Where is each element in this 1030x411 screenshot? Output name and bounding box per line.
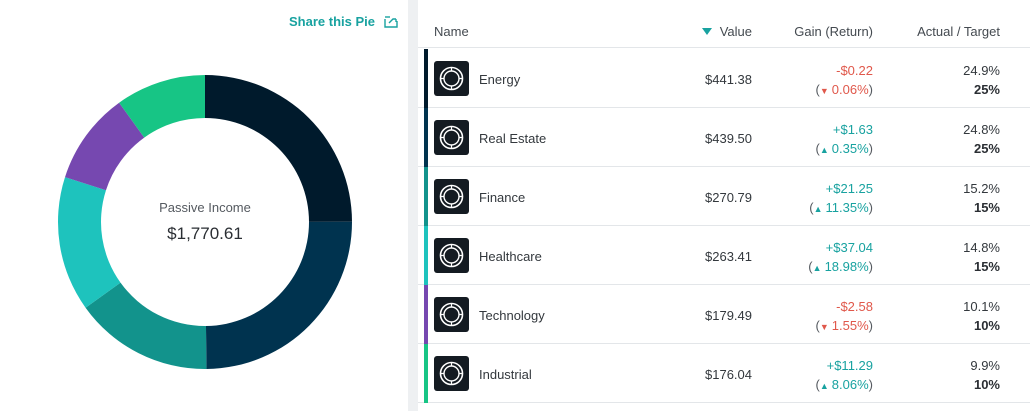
holding-gain: -$0.22 (836, 63, 873, 78)
table-row[interactable]: Technology $179.49 -$2.58 (▼ 1.55%) 10.1% 10% (418, 285, 1030, 344)
holding-name: Energy (479, 72, 521, 87)
holding-name: Real Estate (479, 131, 547, 146)
share-icon (383, 15, 399, 29)
holding-value: $270.79 (705, 190, 752, 205)
up-arrow-icon: ▲ (819, 145, 829, 155)
holding-return: (▲ 11.35%) (809, 200, 873, 215)
holding-return-value: 0.06% (831, 82, 869, 97)
holding-value: $441.38 (705, 72, 752, 87)
row-color-bar (424, 167, 428, 226)
holding-logo-icon (434, 238, 469, 273)
holding-value: $439.50 (705, 131, 752, 146)
holding-actual: 24.8% (963, 122, 1000, 137)
holding-name: Healthcare (479, 249, 542, 264)
table-row[interactable]: Industrial $176.04 +$11.29 (▲ 8.06%) 9.9% 10% (418, 344, 1030, 403)
holding-return-value: 8.06% (831, 377, 869, 392)
holding-name: Finance (479, 190, 526, 205)
holding-actual: 9.9% (970, 358, 1000, 373)
donut-center-value: $1,770.61 (167, 224, 243, 243)
holding-logo-icon (434, 297, 469, 332)
holding-value: $179.49 (705, 308, 752, 323)
holding-target: 15% (973, 259, 1000, 274)
holding-return-value: 11.35% (825, 200, 869, 215)
holding-actual: 24.9% (963, 63, 1000, 78)
table-row[interactable]: Finance $270.79 +$21.25 (▲ 11.35%) 15.2% 15% (418, 167, 1030, 226)
holding-gain: +$1.63 (832, 122, 873, 137)
holdings-table: Name Value Gain (Return) Actual / Target… (418, 0, 1030, 411)
share-pie-link[interactable]: Share this Pie (289, 14, 399, 29)
holding-logo-icon (434, 356, 469, 391)
row-color-bar (424, 49, 428, 108)
holding-gain: -$2.58 (836, 299, 873, 314)
header-name[interactable]: Name (434, 24, 469, 39)
holding-logo-icon (434, 179, 469, 214)
holding-return-value: 0.35% (831, 141, 869, 156)
table-row[interactable]: Healthcare $263.41 +$37.04 (▲ 18.98%) 14.8% 15… (418, 226, 1030, 285)
donut-slice-finance[interactable] (85, 282, 207, 369)
down-arrow-icon: ▼ (819, 86, 829, 96)
down-arrow-icon: ▼ (819, 322, 829, 332)
holding-actual: 15.2% (963, 181, 1000, 196)
holding-name: Industrial (479, 367, 532, 382)
holding-target: 15% (973, 200, 1000, 215)
up-arrow-icon: ▲ (813, 204, 823, 214)
holding-name: Technology (479, 308, 545, 323)
sort-desc-icon (701, 28, 712, 35)
holding-logo-icon (434, 120, 469, 155)
holding-gain: +$21.25 (825, 181, 873, 196)
header-target[interactable]: Actual / Target (917, 24, 1000, 39)
table-row[interactable]: Real Estate $439.50 +$1.63 (▲ 0.35%) 24.8% 25% (418, 108, 1030, 167)
holding-return-value: 18.98% (824, 259, 869, 274)
holding-return: (▲ 18.98%) (808, 259, 873, 274)
holding-gain: +$11.29 (826, 358, 873, 373)
header-gain[interactable]: Gain (Return) (794, 24, 873, 39)
holding-return-value: 1.55% (831, 318, 869, 333)
up-arrow-icon: ▲ (819, 381, 829, 391)
donut-slice-technology[interactable] (65, 102, 145, 191)
share-pie-label: Share this Pie (289, 14, 375, 29)
holding-return: (▲ 0.35%) (815, 141, 873, 156)
pie-panel: Share this Pie Passive Income $1,770.61 (0, 0, 408, 411)
holding-actual: 14.8% (963, 240, 1000, 255)
holding-gain: +$37.04 (825, 240, 873, 255)
holding-value: $176.04 (705, 367, 752, 382)
holding-target: 25% (973, 82, 1000, 97)
holding-return: (▼ 0.06%) (815, 82, 873, 97)
holding-actual: 10.1% (963, 299, 1000, 314)
row-color-bar (424, 285, 428, 344)
holding-target: 10% (973, 377, 1000, 392)
header-value[interactable]: Value (701, 24, 752, 39)
table-header: Name Value Gain (Return) Actual / Target (418, 0, 1030, 48)
holding-return: (▼ 1.55%) (815, 318, 873, 333)
table-row[interactable]: Energy $441.38 -$0.22 (▼ 0.06%) 24.9% 25% (418, 49, 1030, 108)
row-color-bar (424, 108, 428, 167)
holding-target: 10% (973, 318, 1000, 333)
row-color-bar (424, 344, 428, 403)
donut-slice-real-estate[interactable] (205, 221, 352, 369)
up-arrow-icon: ▲ (812, 263, 822, 273)
donut-center-label: Passive Income (159, 200, 251, 215)
donut-slice-industrial[interactable] (119, 75, 205, 138)
header-value-label: Value (719, 24, 752, 39)
donut-slice-energy[interactable] (205, 75, 352, 222)
donut-slice-healthcare[interactable] (57, 177, 121, 308)
holding-logo-icon (434, 61, 469, 96)
holding-target: 25% (973, 141, 1000, 156)
portfolio-donut-chart[interactable] (55, 72, 355, 372)
holding-return: (▲ 8.06%) (815, 377, 873, 392)
row-color-bar (424, 226, 428, 285)
holding-value: $263.41 (705, 249, 752, 264)
